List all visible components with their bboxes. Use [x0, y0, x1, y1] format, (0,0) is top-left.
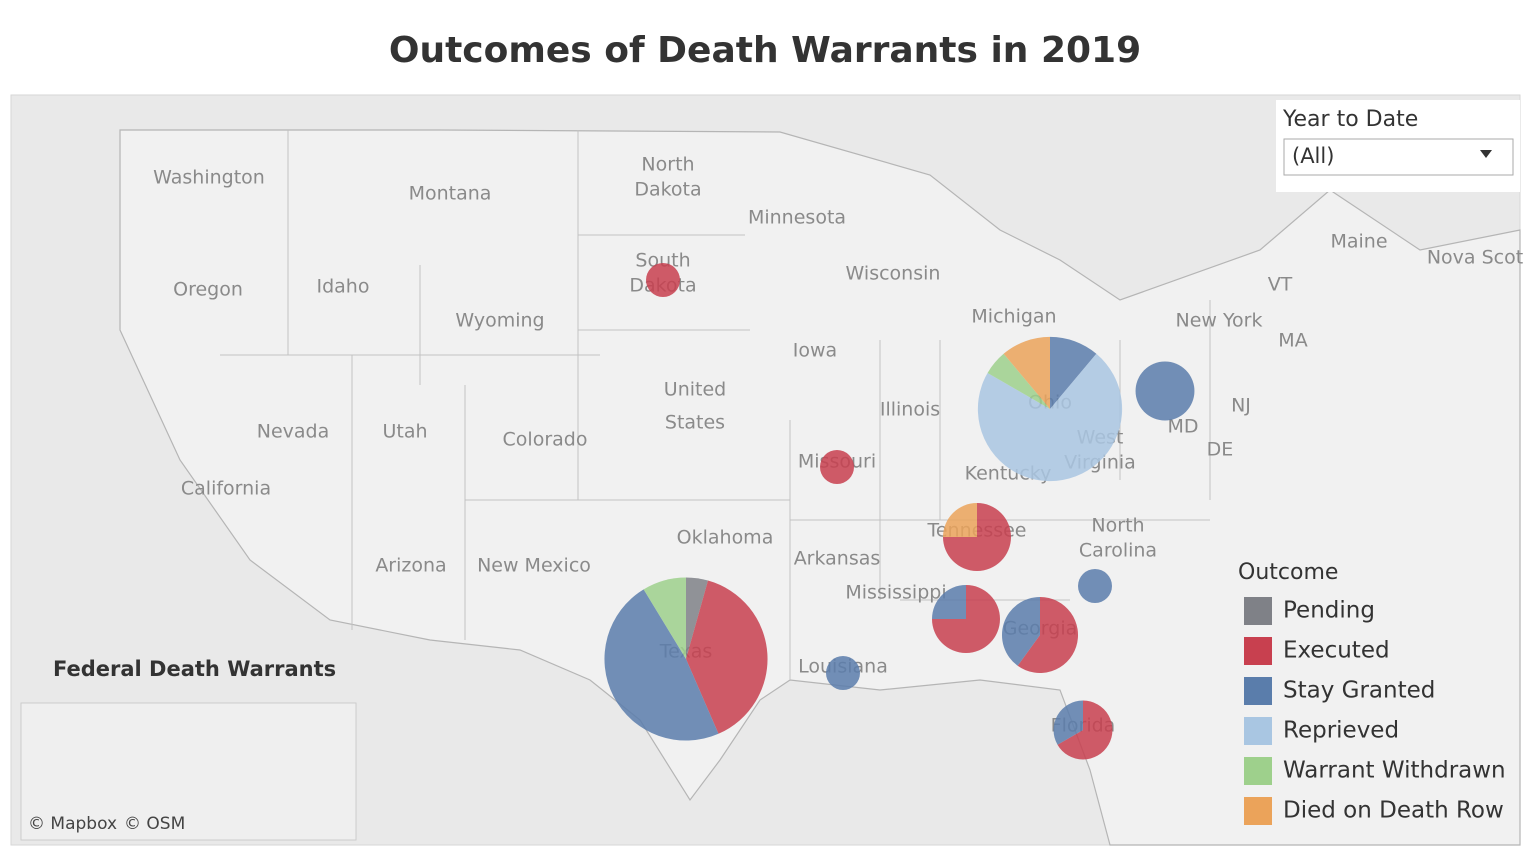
- state-label: Illinois: [880, 399, 940, 421]
- state-label: Washington: [153, 167, 265, 189]
- pie-slice: [1135, 361, 1195, 421]
- dropdown-arrow: [1480, 150, 1492, 158]
- pie-slice: [1050, 336, 1097, 409]
- pie-slice: [826, 656, 860, 690]
- legend-swatch: [1244, 677, 1272, 705]
- attribution: © Mapbox: [28, 814, 117, 834]
- pie-slice: [604, 589, 719, 741]
- legend-label: Pending: [1283, 598, 1375, 624]
- state-label: Iowa: [793, 340, 837, 362]
- state-label: VT: [1268, 274, 1293, 296]
- pies: [141, 263, 1195, 793]
- federal-inset: [20, 702, 357, 841]
- state-label: Wyoming: [455, 310, 544, 332]
- state-label: Minnesota: [748, 207, 846, 229]
- state-label: Dakota: [634, 179, 701, 201]
- state-label: Carolina: [1079, 540, 1157, 562]
- legend-swatch: [1244, 637, 1272, 665]
- state-label: Oregon: [173, 279, 243, 301]
- pie-slice: [1017, 596, 1079, 674]
- filter-dropdown[interactable]: [1283, 138, 1514, 176]
- state-label: Michigan: [971, 306, 1056, 328]
- state-label: North: [1091, 515, 1144, 537]
- legend-swatch: [1244, 597, 1272, 625]
- state-label: Colorado: [503, 429, 588, 451]
- legend-swatch: [1244, 757, 1272, 785]
- filter-label: Year to Date: [1282, 107, 1418, 132]
- pie-slice: [1003, 336, 1050, 409]
- state-label: MD: [1167, 416, 1198, 438]
- state-label: NJ: [1231, 395, 1251, 417]
- pie-slice: [820, 450, 854, 484]
- federal-title: Federal Death Warrants: [53, 657, 336, 681]
- state-label: Oklahoma: [677, 527, 774, 549]
- legend-label: Died on Death Row: [1283, 798, 1504, 824]
- pie-slice: [646, 263, 680, 297]
- state-label: Arkansas: [794, 548, 881, 570]
- pie-slice: [932, 585, 966, 619]
- state-label: United: [664, 379, 726, 401]
- legend: Outcome Pending Executed Stay Granted Repri…: [1238, 560, 1506, 825]
- pie-slice: [1057, 700, 1113, 760]
- filter-value: (All): [1292, 144, 1334, 168]
- state-label: Nevada: [257, 421, 330, 443]
- state-label: MA: [1278, 330, 1307, 352]
- state-label: New York: [1175, 310, 1262, 332]
- legend-title: Outcome: [1238, 560, 1338, 585]
- state-label: Montana: [409, 183, 492, 205]
- state-label: South: [635, 250, 690, 272]
- state-label: New Mexico: [477, 555, 591, 577]
- state-label: Arizona: [375, 555, 446, 577]
- pie-slice: [943, 503, 977, 537]
- state-label: Wisconsin: [846, 263, 941, 285]
- legend-swatch: [1244, 717, 1272, 745]
- legend-label: Stay Granted: [1283, 678, 1435, 704]
- pie-slice: [1078, 569, 1112, 603]
- pie-slice: [686, 577, 708, 659]
- attribution: © OSM: [124, 814, 185, 834]
- state-label: California: [181, 478, 271, 500]
- legend-label: Warrant Withdrawn: [1283, 758, 1506, 784]
- pie-slice: [643, 577, 686, 659]
- state-label: Utah: [382, 421, 427, 443]
- state-label: Idaho: [317, 276, 370, 298]
- pie-slice: [1001, 596, 1040, 666]
- state-label: DE: [1207, 439, 1234, 461]
- chart-title: Outcomes of Death Warrants in 2019: [389, 30, 1141, 71]
- pie-slice: [686, 580, 768, 734]
- legend-label: Reprieved: [1283, 718, 1399, 744]
- pie-slice: [977, 353, 1123, 482]
- state-label: Mississippi: [845, 582, 946, 604]
- state-label: Nova Scot: [1427, 247, 1523, 269]
- land: [119, 129, 1521, 846]
- legend-swatch: [1244, 797, 1272, 825]
- pie-slice: [987, 353, 1050, 409]
- pie-slice: [1053, 700, 1083, 745]
- state-label: States: [665, 412, 725, 434]
- state-label: Maine: [1330, 231, 1387, 253]
- legend-label: Executed: [1283, 638, 1390, 664]
- state-label: North: [641, 154, 694, 176]
